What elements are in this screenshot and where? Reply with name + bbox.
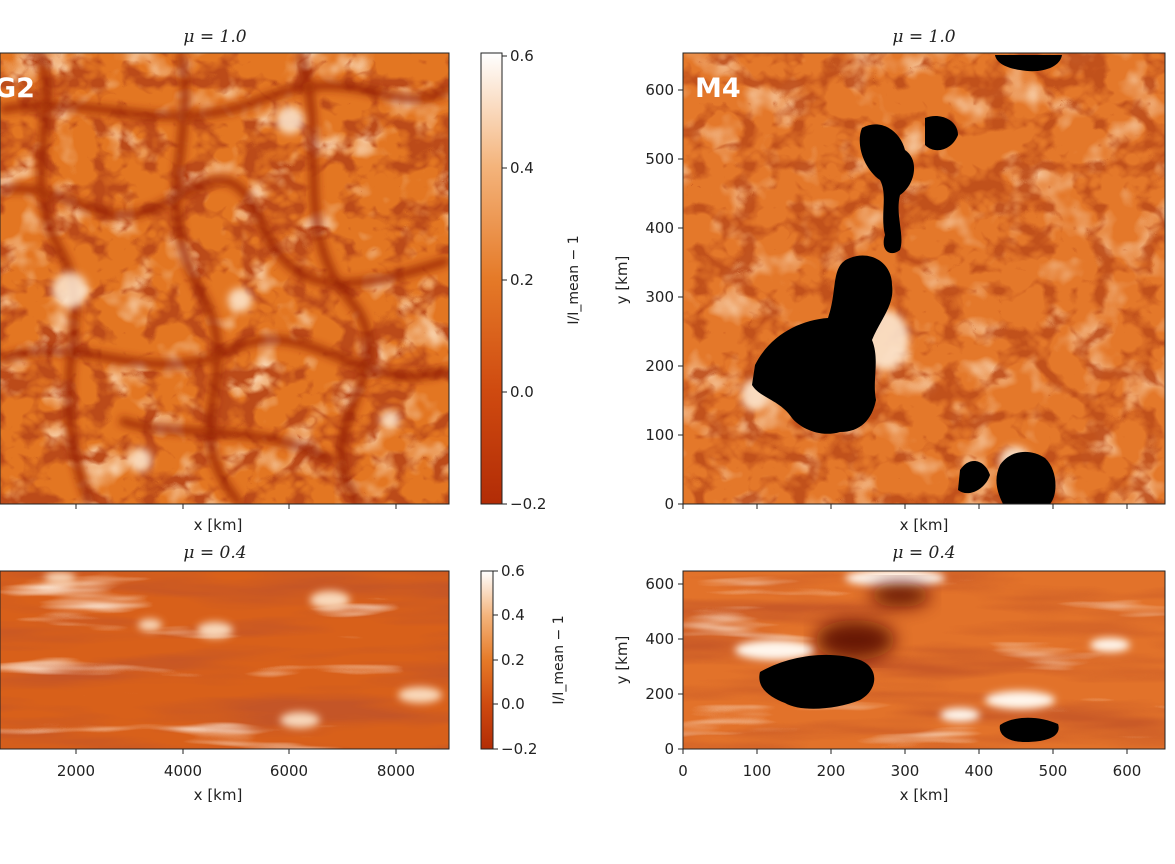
colorbar-top: 0.6 0.4 0.2 0.0 −0.2 I/I_mean − 1 [480, 47, 582, 513]
axes-frame-g2-mu1 [0, 52, 450, 505]
ytick-m4-mu1-2: 200 [645, 357, 674, 375]
colorbar-top-tick-4: −0.2 [510, 495, 546, 513]
ytick-m4-mu1-5: 500 [645, 150, 674, 168]
colorbar-bottom-tick-1: 0.4 [501, 606, 525, 624]
axes-frame-m4-mu04 [682, 570, 1166, 750]
title-m4-mu1: μ = 1.0 [892, 27, 955, 47]
panel-label-g2: G2 [0, 73, 35, 104]
xtick-g2-mu04-0: 2000 [57, 762, 95, 780]
xlabel-g2-mu04: x [km] [194, 786, 243, 804]
colorbar-bottom-tick-2: 0.2 [501, 651, 525, 669]
xtick-m4-mu04-0: 0 [678, 762, 688, 780]
xtick-g2-mu04-1: 4000 [164, 762, 202, 780]
xtick-m4-mu04-4: 400 [965, 762, 994, 780]
ytick-m4-mu1-4: 400 [645, 219, 674, 237]
ylabel-m4-mu04: y [km] [613, 636, 631, 685]
colorbar-bottom-tick-0: 0.6 [501, 562, 525, 580]
title-m4-mu04: μ = 0.4 [892, 543, 955, 563]
xlabel-m4-mu04: x [km] [900, 786, 949, 804]
xtick-m4-mu04-2: 200 [817, 762, 846, 780]
ytick-m4-mu1-6: 600 [645, 81, 674, 99]
colorbar-bottom-tick-4: −0.2 [501, 740, 537, 758]
xtick-m4-mu04-6: 600 [1113, 762, 1142, 780]
heatmap-m4-mu04 [683, 571, 1165, 749]
colorbar-top-tick-2: 0.2 [510, 271, 534, 289]
xtick-g2-mu04-2: 6000 [270, 762, 308, 780]
xtick-g2-mu04-3: 8000 [377, 762, 415, 780]
heatmap-g2-mu04 [0, 571, 449, 749]
ytick-m4-mu1-0: 0 [664, 495, 674, 513]
title-g2-mu1: μ = 1.0 [183, 27, 246, 47]
colorbar-top-label: I/I_mean − 1 [566, 235, 582, 324]
title-g2-mu04: μ = 0.4 [183, 543, 246, 563]
panel-label-m4: M4 [695, 73, 741, 104]
ytick-m4-mu04-2: 400 [645, 630, 674, 648]
ytick-m4-mu1-3: 300 [645, 288, 674, 306]
colorbar-bottom-label: I/I_mean − 1 [551, 615, 567, 704]
xtick-m4-mu04-5: 500 [1039, 762, 1068, 780]
xlabel-g2-mu1: x [km] [194, 516, 243, 534]
heatmap-m4-mu1 [683, 53, 1165, 504]
colorbar-bottom-tick-3: 0.0 [501, 695, 525, 713]
xtick-m4-mu04-1: 100 [743, 762, 772, 780]
xtick-m4-mu04-3: 300 [891, 762, 920, 780]
dark-pore-regions-bottom [759, 654, 1059, 742]
colorbar-top-tick-1: 0.4 [510, 159, 534, 177]
heatmap-g2-mu1 [0, 53, 449, 504]
ytick-m4-mu04-1: 200 [645, 685, 674, 703]
axes-frame-g2-mu04 [0, 570, 450, 750]
xticks-g2-mu04 [75, 749, 397, 754]
xticks-g2-mu1 [75, 504, 397, 509]
ylabel-m4-mu1: y [km] [613, 256, 631, 305]
yticks-m4-mu1 [678, 89, 1128, 509]
xlabel-m4-mu1: x [km] [900, 516, 949, 534]
colorbar-top-tick-3: 0.0 [510, 383, 534, 401]
ytick-m4-mu04-3: 600 [645, 575, 674, 593]
axes-frame-m4-mu1 [682, 52, 1166, 505]
colorbar-bottom: 0.6 0.4 0.2 0.0 −0.2 I/I_mean − 1 [480, 562, 567, 758]
colorbar-top-tick-0: 0.6 [510, 47, 534, 65]
ticks-m4-mu04 [678, 583, 1128, 754]
ytick-m4-mu04-0: 0 [664, 740, 674, 758]
dark-pore-regions-top [752, 55, 1062, 504]
ytick-m4-mu1-1: 100 [645, 426, 674, 444]
